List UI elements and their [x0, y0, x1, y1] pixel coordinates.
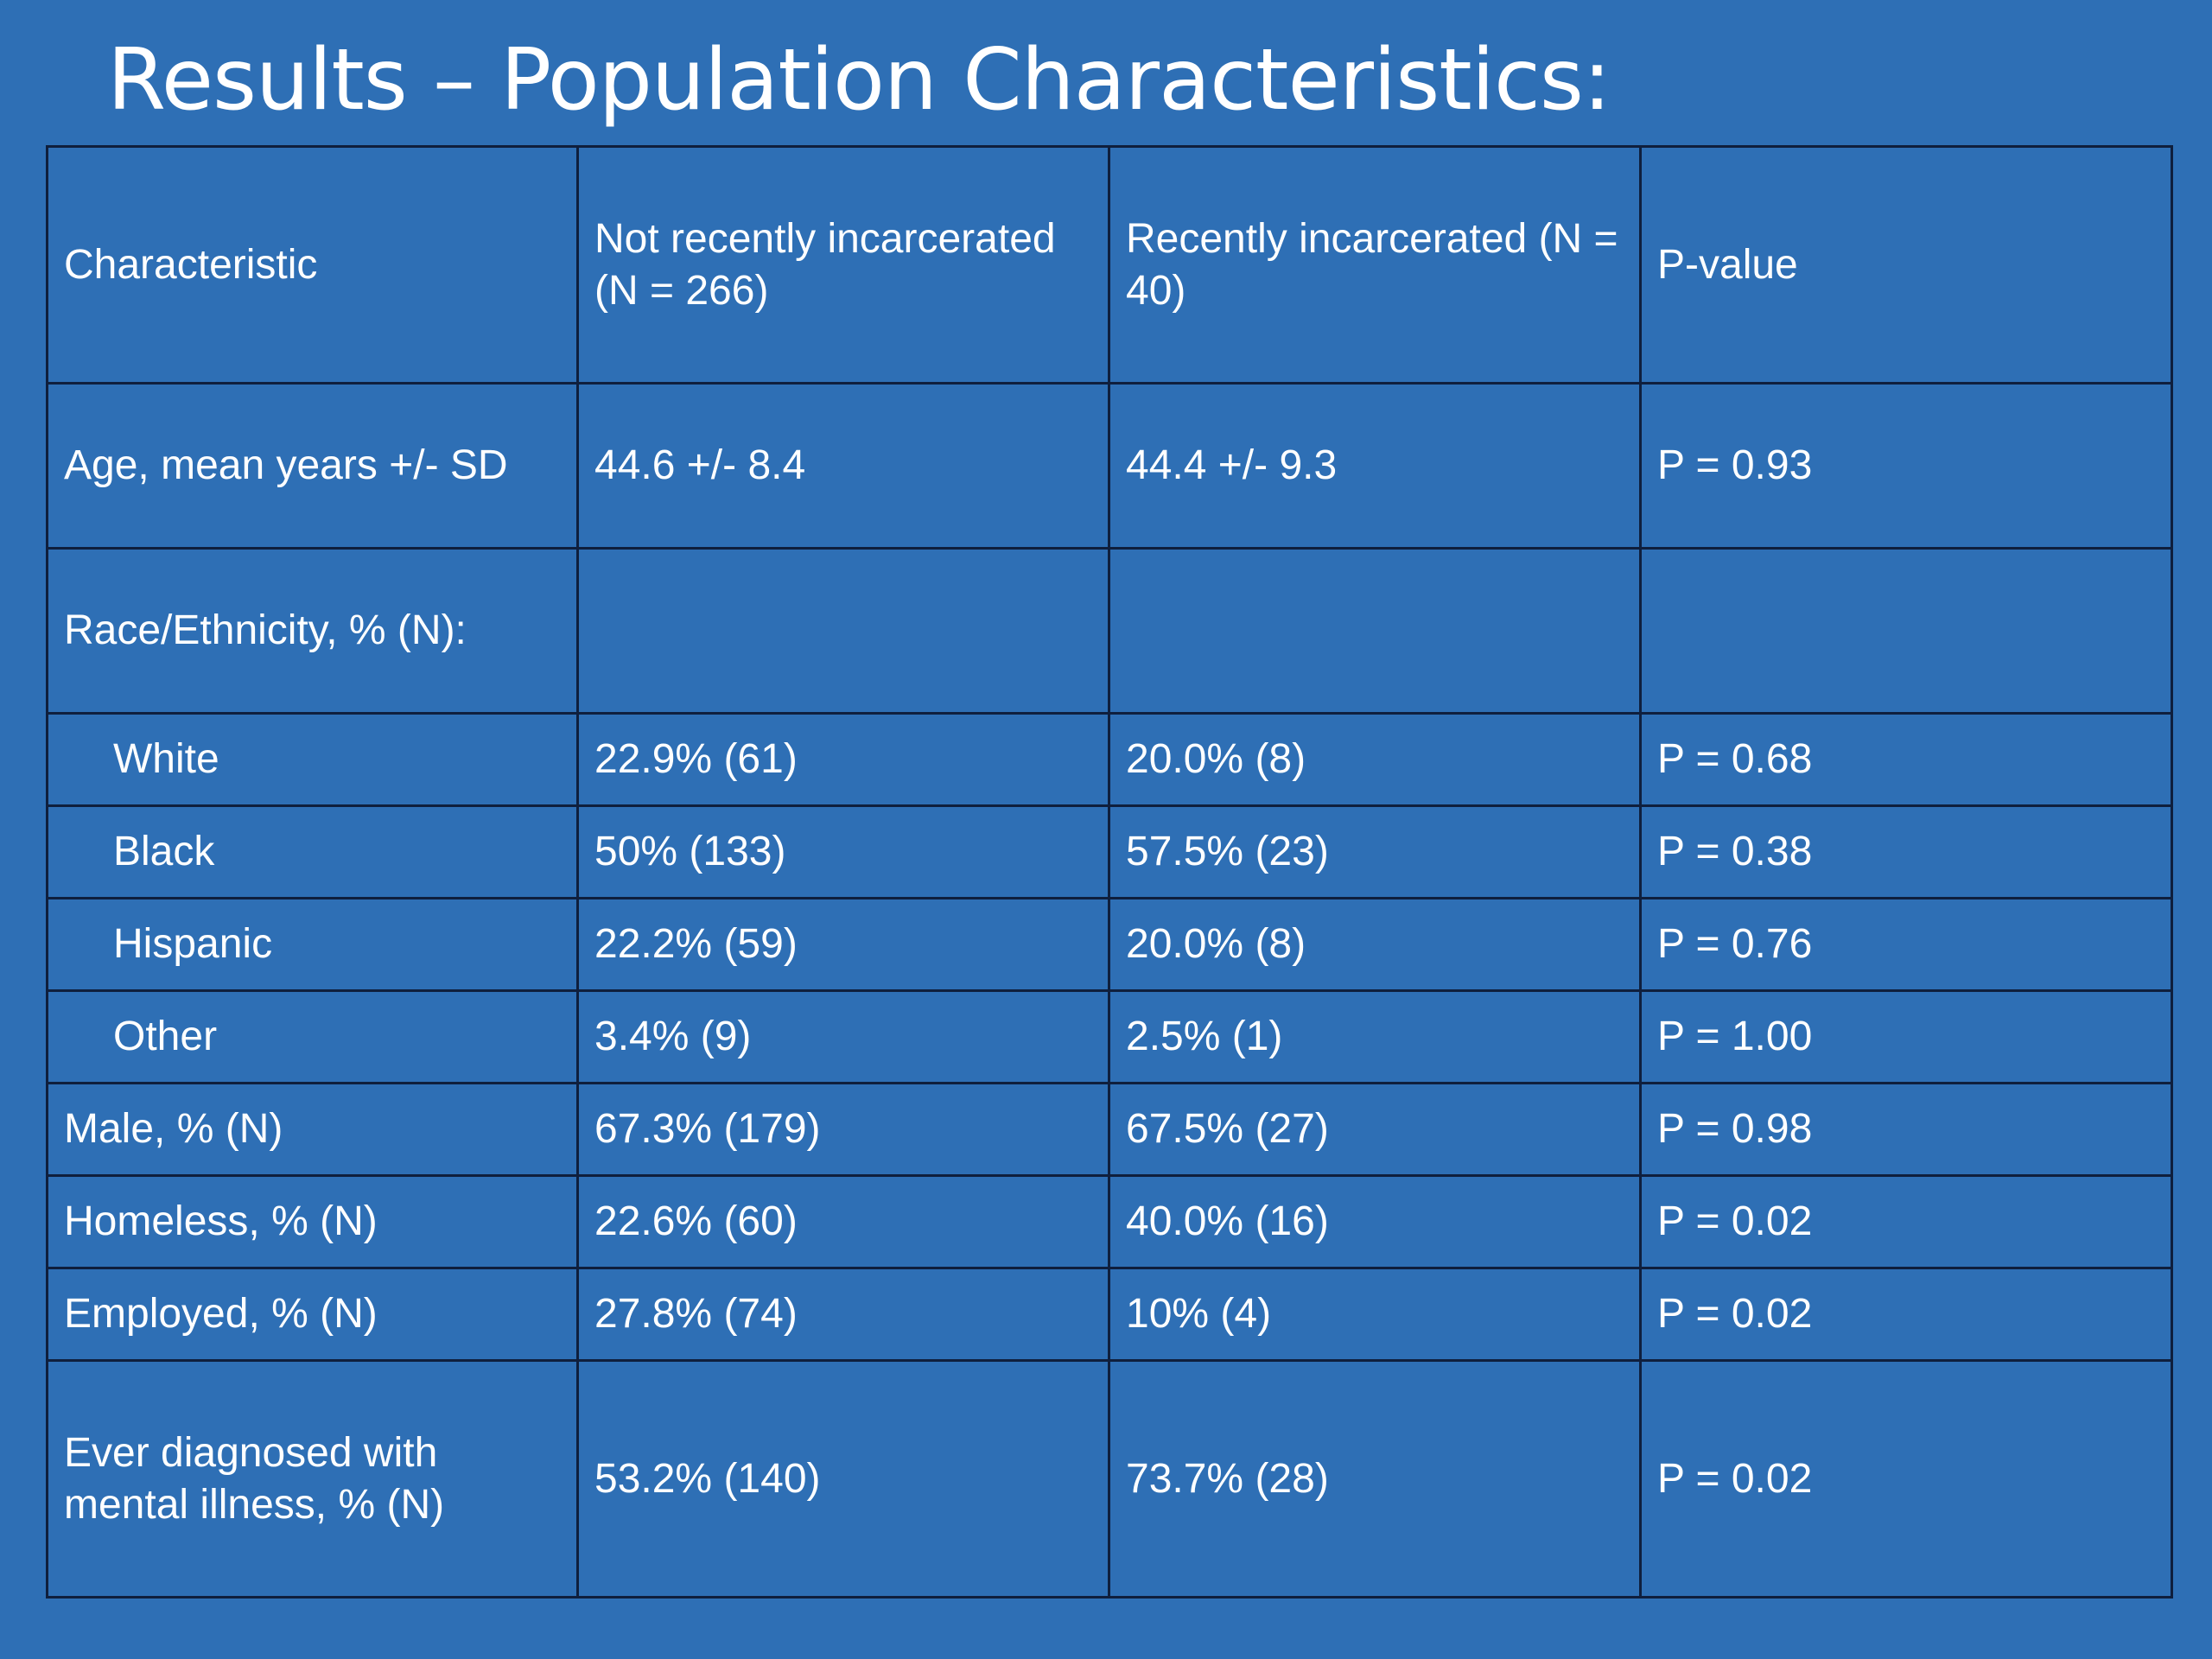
table-row-male: Male, % (N) 67.3% (179) 67.5% (27) P = 0… — [46, 1082, 2173, 1177]
header-p-value: P-value — [1639, 145, 2173, 385]
table-row-white: White 22.9% (61) 20.0% (8) P = 0.68 — [46, 712, 2173, 807]
row-label: Employed, % (N) — [46, 1267, 579, 1362]
cell-recent: 2.5% (1) — [1108, 989, 1642, 1084]
row-label: Homeless, % (N) — [46, 1174, 579, 1269]
population-characteristics-table: Characteristic Not recently incarcerated… — [46, 145, 2173, 1599]
header-recently-incarcerated: Recently incarcerated (N = 40) — [1108, 145, 1642, 385]
cell-not-recent: 22.2% (59) — [576, 897, 1110, 992]
cell-not-recent: 50% (133) — [576, 804, 1110, 899]
cell-p-value: P = 0.76 — [1639, 897, 2173, 992]
cell-p-value-significant: P = 0.02 — [1639, 1359, 2173, 1599]
cell-not-recent: 44.6 +/- 8.4 — [576, 382, 1110, 550]
row-label: Age, mean years +/- SD — [46, 382, 579, 550]
cell-p-value-significant: P = 0.02 — [1639, 1267, 2173, 1362]
cell-p-value — [1639, 547, 2173, 715]
row-label: Black — [46, 804, 579, 899]
cell-not-recent: 22.9% (61) — [576, 712, 1110, 807]
cell-not-recent: 67.3% (179) — [576, 1082, 1110, 1177]
cell-not-recent: 53.2% (140) — [576, 1359, 1110, 1599]
cell-p-value: P = 0.98 — [1639, 1082, 2173, 1177]
table-row-employed: Employed, % (N) 27.8% (74) 10% (4) P = 0… — [46, 1267, 2173, 1362]
cell-not-recent: 3.4% (9) — [576, 989, 1110, 1084]
row-label: Ever diagnosed with mental illness, % (N… — [46, 1359, 579, 1599]
cell-recent: 67.5% (27) — [1108, 1082, 1642, 1177]
cell-recent: 57.5% (23) — [1108, 804, 1642, 899]
cell-p-value: P = 0.93 — [1639, 382, 2173, 550]
table-row-age: Age, mean years +/- SD 44.6 +/- 8.4 44.4… — [46, 382, 2173, 550]
cell-p-value: P = 0.68 — [1639, 712, 2173, 807]
cell-recent — [1108, 547, 1642, 715]
row-label: Hispanic — [46, 897, 579, 992]
cell-recent: 44.4 +/- 9.3 — [1108, 382, 1642, 550]
header-not-recently-incarcerated: Not recently incarcerated (N = 266) — [576, 145, 1110, 385]
table-header-row: Characteristic Not recently incarcerated… — [46, 145, 2173, 385]
cell-recent: 40.0% (16) — [1108, 1174, 1642, 1269]
row-label: Male, % (N) — [46, 1082, 579, 1177]
cell-not-recent: 27.8% (74) — [576, 1267, 1110, 1362]
cell-p-value: P = 0.38 — [1639, 804, 2173, 899]
cell-p-value: P = 1.00 — [1639, 989, 2173, 1084]
row-label: Race/Ethnicity, % (N): — [46, 547, 579, 715]
header-characteristic: Characteristic — [46, 145, 579, 385]
cell-recent: 20.0% (8) — [1108, 712, 1642, 807]
row-label: White — [46, 712, 579, 807]
cell-not-recent — [576, 547, 1110, 715]
cell-p-value-significant: P = 0.02 — [1639, 1174, 2173, 1269]
table-row-black: Black 50% (133) 57.5% (23) P = 0.38 — [46, 804, 2173, 899]
slide-title: Results – Population Characteristics: — [107, 31, 1611, 130]
table-row-other: Other 3.4% (9) 2.5% (1) P = 1.00 — [46, 989, 2173, 1084]
cell-recent: 10% (4) — [1108, 1267, 1642, 1362]
table-row-hispanic: Hispanic 22.2% (59) 20.0% (8) P = 0.76 — [46, 897, 2173, 992]
row-label: Other — [46, 989, 579, 1084]
table-row-homeless: Homeless, % (N) 22.6% (60) 40.0% (16) P … — [46, 1174, 2173, 1269]
cell-recent: 73.7% (28) — [1108, 1359, 1642, 1599]
table-row-race-ethnicity: Race/Ethnicity, % (N): — [46, 547, 2173, 715]
cell-not-recent: 22.6% (60) — [576, 1174, 1110, 1269]
table-row-mental-illness: Ever diagnosed with mental illness, % (N… — [46, 1359, 2173, 1599]
cell-recent: 20.0% (8) — [1108, 897, 1642, 992]
